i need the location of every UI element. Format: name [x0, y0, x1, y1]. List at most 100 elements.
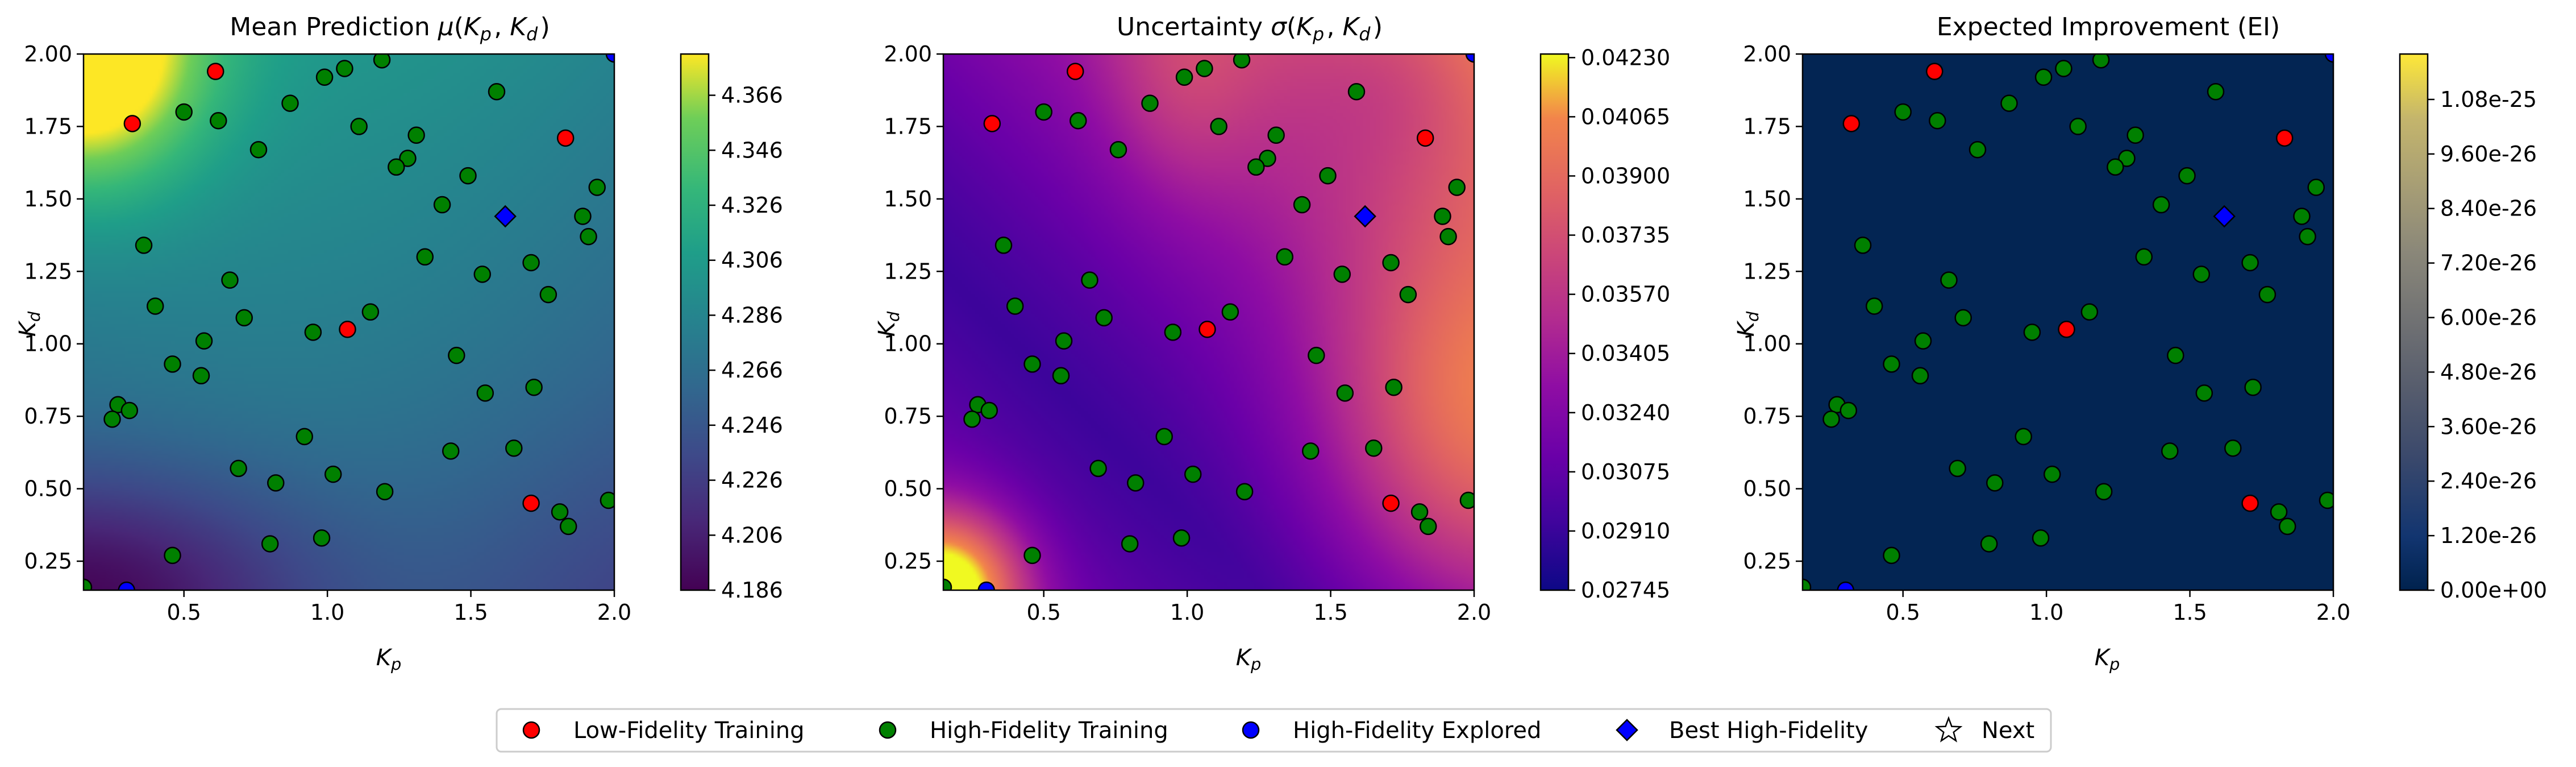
colorbar-tick-label: 9.60e-26 [2440, 142, 2537, 167]
high-fidelity-training-point [2270, 503, 2288, 521]
mean-prediction-xlabel: Kp [376, 645, 404, 674]
high-fidelity-training-point [580, 227, 597, 246]
high-fidelity-training-point [2307, 179, 2325, 196]
high-fidelity-training-point [1155, 428, 1173, 446]
legend-marker-high-fidelity-training [879, 721, 897, 739]
x-tick-label: 1.5 [1313, 600, 1347, 625]
legend-frame [496, 708, 2052, 753]
high-fidelity-training-point [963, 411, 981, 428]
high-fidelity-training-point [230, 459, 247, 478]
high-fidelity-training-point [1184, 465, 1202, 483]
high-fidelity-training-point [1865, 297, 1883, 315]
high-fidelity-training-point [525, 378, 543, 396]
high-fidelity-training-point [505, 439, 523, 457]
high-fidelity-training-point [1336, 384, 1354, 402]
high-fidelity-training-point [192, 367, 210, 385]
high-fidelity-explored-point [118, 581, 135, 590]
x-tick-label: 1.0 [2029, 600, 2063, 625]
colorbar-tick-label: 4.246 [721, 413, 783, 438]
high-fidelity-training-point [2167, 346, 2184, 364]
mean-colorbar-frame [680, 53, 710, 591]
high-fidelity-explored-point [1837, 581, 1854, 590]
legend-item-high-fidelity-explored: High-Fidelity Explored [1242, 718, 1541, 744]
high-fidelity-training-point [1410, 503, 1429, 521]
high-fidelity-training-point [1081, 271, 1098, 289]
ei-markers [1803, 54, 2333, 590]
y-tick-label: 1.00 [1743, 331, 1791, 356]
high-fidelity-training-point [539, 285, 557, 304]
high-fidelity-training-point [388, 158, 405, 176]
high-fidelity-training-point [1089, 459, 1107, 478]
y-tick-label: 0.50 [1743, 476, 1791, 501]
y-tick-label: 1.25 [884, 259, 932, 284]
high-fidelity-training-point [2069, 118, 2087, 135]
high-fidelity-training-point [135, 237, 153, 254]
legend-item-low-fidelity: Low-Fidelity Training [522, 718, 805, 744]
high-fidelity-training-point [1929, 111, 1946, 130]
high-fidelity-training-point [574, 208, 592, 225]
high-fidelity-training-point [1365, 439, 1383, 457]
high-fidelity-training-point [1319, 167, 1337, 185]
uncertainty-colorbar-frame [1539, 53, 1570, 591]
legend: Low-Fidelity Training High-Fidelity Trai… [496, 708, 2052, 753]
y-tick-label: 1.75 [1743, 114, 1791, 139]
high-fidelity-training-point [315, 68, 334, 86]
colorbar-tick-label: 0.04230 [1581, 45, 1670, 70]
high-fidelity-training-point [1109, 140, 1127, 159]
high-fidelity-training-point [1221, 303, 1239, 321]
colorbar-tick-label: 0.02910 [1581, 519, 1670, 544]
low-fidelity-training-point [2241, 494, 2259, 512]
high-fidelity-training-point [1235, 483, 1254, 500]
high-fidelity-training-point [1385, 378, 1403, 396]
expected-improvement-title: Expected Improvement (EI) [1937, 13, 2280, 42]
y-tick-label: 1.50 [24, 186, 72, 212]
high-fidelity-training-point [448, 346, 465, 364]
high-fidelity-training-point [2278, 517, 2296, 536]
high-fidelity-training-point [1911, 367, 1929, 385]
high-fidelity-training-point [2023, 324, 2041, 341]
high-fidelity-training-point [164, 355, 181, 373]
high-fidelity-training-point [235, 309, 253, 327]
y-tick-label: 0.25 [884, 549, 932, 574]
colorbar-tick-label: 4.226 [721, 468, 783, 493]
expected-improvement-panel: Expected Improvement (EI) Kd Kp [1733, 13, 2280, 674]
mean-prediction-ylabel: Kd [15, 309, 44, 337]
x-tick-label: 2.0 [1457, 600, 1491, 625]
y-tick-label: 1.50 [1743, 186, 1791, 212]
high-fidelity-training-point [1164, 324, 1182, 341]
high-fidelity-training-point [2126, 126, 2144, 144]
low-fidelity-training-point [339, 320, 356, 338]
y-tick-label: 1.25 [1743, 259, 1791, 284]
high-fidelity-training-point [2224, 439, 2242, 457]
best-high-fidelity-point [2213, 205, 2236, 228]
high-fidelity-training-point [1949, 459, 1966, 478]
low-fidelity-training-point [2275, 129, 2294, 147]
colorbar-tick-label: 4.186 [721, 578, 783, 603]
high-fidelity-training-point [2092, 54, 2110, 69]
high-fidelity-training-point [261, 535, 279, 553]
high-fidelity-training-point [1419, 517, 1437, 536]
high-fidelity-training-point [1434, 208, 1451, 225]
high-fidelity-training-point [459, 167, 477, 185]
high-fidelity-training-point [1267, 126, 1285, 144]
colorbar-tick-label: 1.08e-25 [2440, 87, 2537, 112]
expected-improvement-xlabel: Kp [2095, 645, 2123, 674]
colorbar-tick-label: 2.40e-26 [2440, 469, 2537, 494]
uncertainty-xlabel: Kp [1236, 645, 1264, 674]
high-fidelity-training-point [1439, 227, 1457, 246]
high-fidelity-training-point [1052, 367, 1070, 385]
high-fidelity-training-point [376, 483, 394, 500]
low-fidelity-training-point [1066, 63, 1084, 80]
low-fidelity-training-point [123, 115, 142, 132]
high-fidelity-training-point [1172, 529, 1191, 547]
y-tick-label: 1.75 [24, 114, 72, 139]
colorbar-tick-label: 0.02745 [1581, 578, 1670, 603]
high-fidelity-training-point [2299, 227, 2316, 246]
high-fidelity-training-point [281, 94, 299, 112]
high-fidelity-explored-point [1465, 54, 1474, 63]
high-fidelity-training-point [1854, 237, 1872, 254]
high-fidelity-training-point [1840, 401, 1858, 420]
high-fidelity-training-point [2241, 254, 2259, 272]
colorbar-tick-label: 4.266 [721, 358, 783, 383]
high-fidelity-training-point [1883, 355, 1900, 373]
